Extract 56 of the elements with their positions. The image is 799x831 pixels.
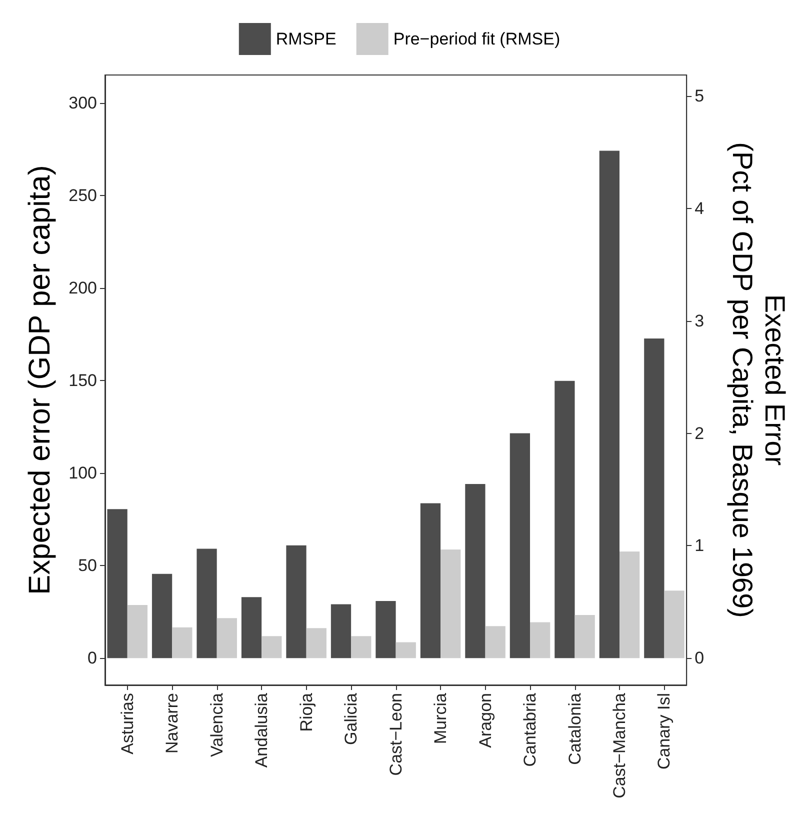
bar [330, 604, 352, 658]
bar [396, 642, 416, 658]
x-tick-label: Galicia [342, 692, 361, 745]
bar [530, 622, 550, 658]
bar [440, 549, 461, 658]
y2-tick-label: 0 [694, 648, 704, 668]
bar [241, 597, 262, 658]
y-tick-label: 100 [68, 464, 97, 483]
bar [127, 605, 148, 658]
bar [574, 615, 595, 658]
bar [619, 552, 640, 658]
y-tick-label: 200 [68, 278, 97, 298]
bar [465, 484, 486, 658]
bar [286, 545, 306, 658]
x-tick-label: Canary Isl [654, 693, 674, 770]
bar [152, 574, 172, 658]
bar [420, 503, 441, 658]
bar [554, 380, 575, 658]
x-tick-label: Cast−Leon [386, 693, 406, 776]
bar [172, 627, 192, 658]
x-tick-label: Andalusia [252, 692, 272, 768]
y2-axis-title: Exected Error (Pct of GDP per Capita, Basque 1969) [727, 142, 790, 618]
y2-tick-label: 4 [694, 198, 704, 218]
x-tick-label: Rioja [296, 692, 316, 732]
bar [376, 600, 396, 658]
x-tick-label: Cast−Mancha [610, 692, 629, 798]
y-tick-label: 50 [78, 556, 97, 576]
bar [664, 590, 684, 658]
bar [306, 628, 326, 658]
x-tick-label: Catalonia [565, 692, 584, 765]
bar [644, 338, 664, 658]
bar [485, 626, 506, 658]
x-tick-label: Aragon [476, 693, 495, 748]
bar [196, 548, 217, 658]
bar [599, 150, 620, 658]
x-tick-label: Navarre [162, 693, 182, 754]
bar [510, 433, 530, 658]
y2-tick-label: 3 [694, 311, 704, 330]
x-tick-label: Asturias [118, 693, 137, 754]
x-tick-label: Valencia [207, 692, 226, 757]
x-tick-label: Cantabria [520, 692, 540, 767]
y2-tick-label: 2 [694, 424, 704, 443]
x-tick-label: Murcia [431, 692, 450, 744]
y-tick-label: 0 [88, 648, 97, 668]
y2-tick-label: 5 [694, 86, 704, 106]
y-tick-label: 150 [68, 370, 97, 390]
y-tick-label: 250 [68, 186, 97, 205]
bar [351, 636, 372, 658]
bar [262, 636, 282, 658]
bar [216, 618, 237, 658]
y2-tick-label: 1 [694, 536, 704, 556]
y-tick-label: 300 [68, 93, 97, 112]
bar [107, 509, 128, 658]
legend-label: Pre−period fit (RMSE) [393, 30, 560, 48]
legend-label: RMSPE [276, 30, 336, 48]
y-axis-title: Expected error (GDP per capita) [23, 165, 56, 595]
